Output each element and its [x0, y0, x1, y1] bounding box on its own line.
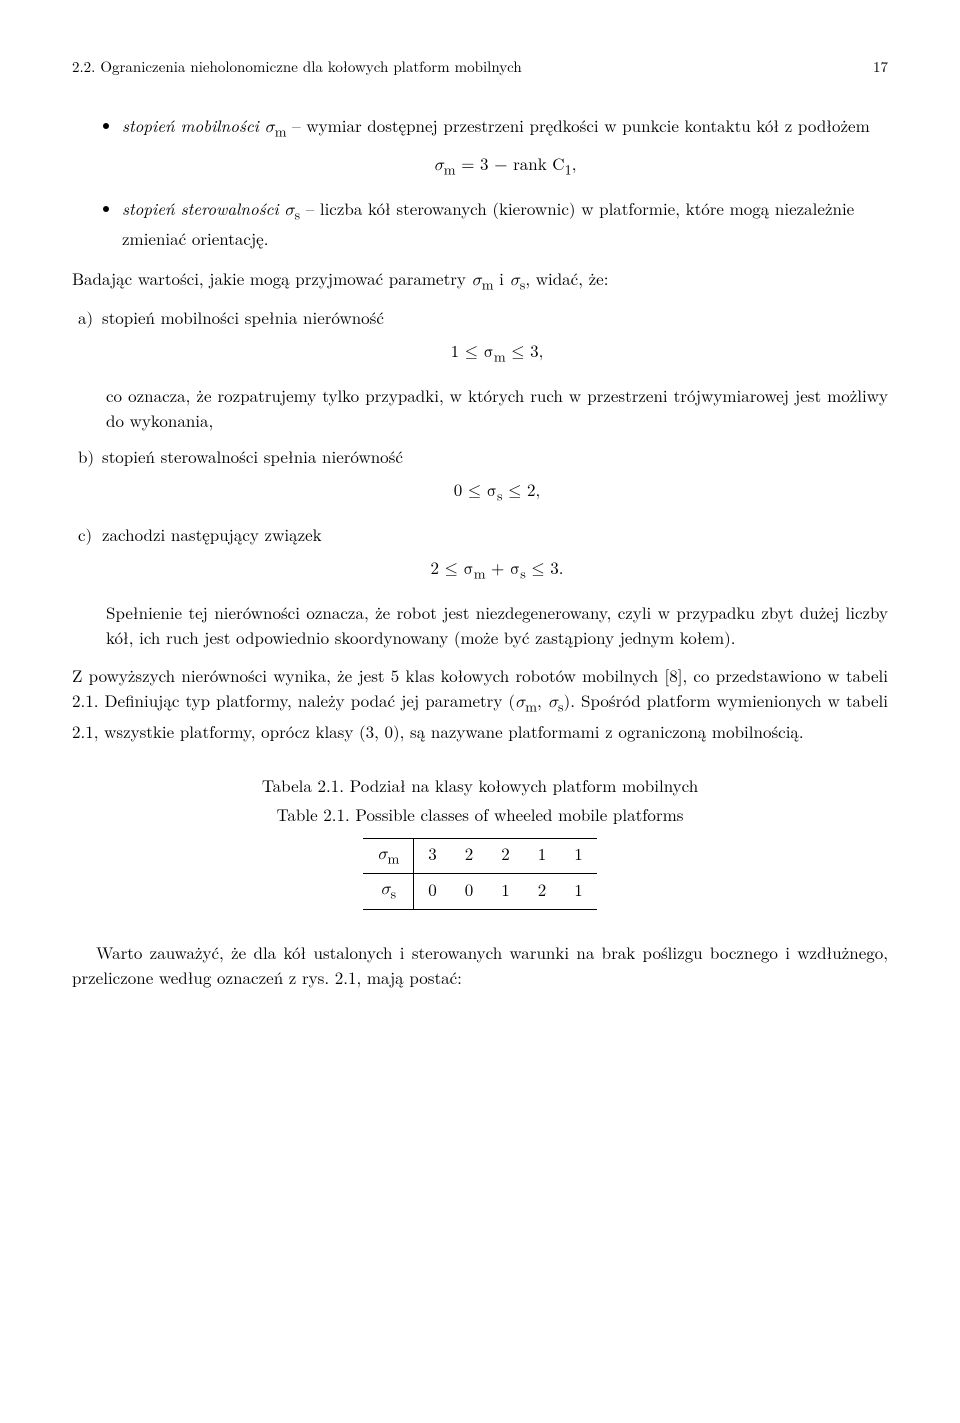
table-row: σs 0 0 1 2 1	[363, 874, 596, 910]
table-row: σm 3 2 2 1 1	[363, 838, 596, 874]
intro-paragraph: Badając wartości, jakie mogą przyjmować …	[72, 266, 888, 297]
section-label: 2.2. Ograniczenia nieholonomiczne dla ko…	[72, 56, 522, 79]
item-a: a)stopień mobilności spełnia nierówność …	[106, 305, 888, 434]
bullet-steerability: stopień sterowalności σs – liczba kół st…	[122, 196, 888, 252]
eq-sigma-m: σm = 3 − rank C1,	[122, 153, 888, 182]
row2-head: σs	[363, 874, 413, 910]
item-b: b)stopień sterowalności spełnia nierówno…	[106, 444, 888, 508]
table-caption-en: Table 2.1. Possible classes of wheeled m…	[72, 802, 888, 828]
item-a-after: co oznacza, że rozpatrujemy tylko przypa…	[106, 383, 888, 434]
running-header: 2.2. Ograniczenia nieholonomiczne dla ko…	[72, 56, 888, 79]
row1-head: σm	[363, 838, 413, 874]
definition-bullets: stopień mobilności σm – wymiar dostępnej…	[72, 113, 888, 252]
bullet-mobility: stopień mobilności σm – wymiar dostępnej…	[122, 113, 888, 182]
item-c: c)zachodzi następujący związek 2 ≤ σm + …	[106, 522, 888, 651]
page-number: 17	[873, 56, 888, 79]
table-caption-pl: Tabela 2.1. Podział na klasy kołowych pl…	[72, 773, 888, 799]
classes-table: σm 3 2 2 1 1 σs 0 0 1 2 1	[363, 838, 596, 910]
eq-a: 1 ≤ σm ≤ 3,	[106, 340, 888, 369]
final-paragraph: Warto zauważyć, że dla kół ustalonych i …	[72, 940, 888, 991]
eq-b: 0 ≤ σs ≤ 2,	[106, 479, 888, 508]
after-list-paragraph: Z powyższych nierówności wynika, że jest…	[72, 663, 888, 745]
conditions-list: a)stopień mobilności spełnia nierówność …	[72, 305, 888, 651]
eq-c: 2 ≤ σm + σs ≤ 3.	[106, 557, 888, 586]
item-c-after: Spełnienie tej nierówności oznacza, że r…	[106, 600, 888, 651]
